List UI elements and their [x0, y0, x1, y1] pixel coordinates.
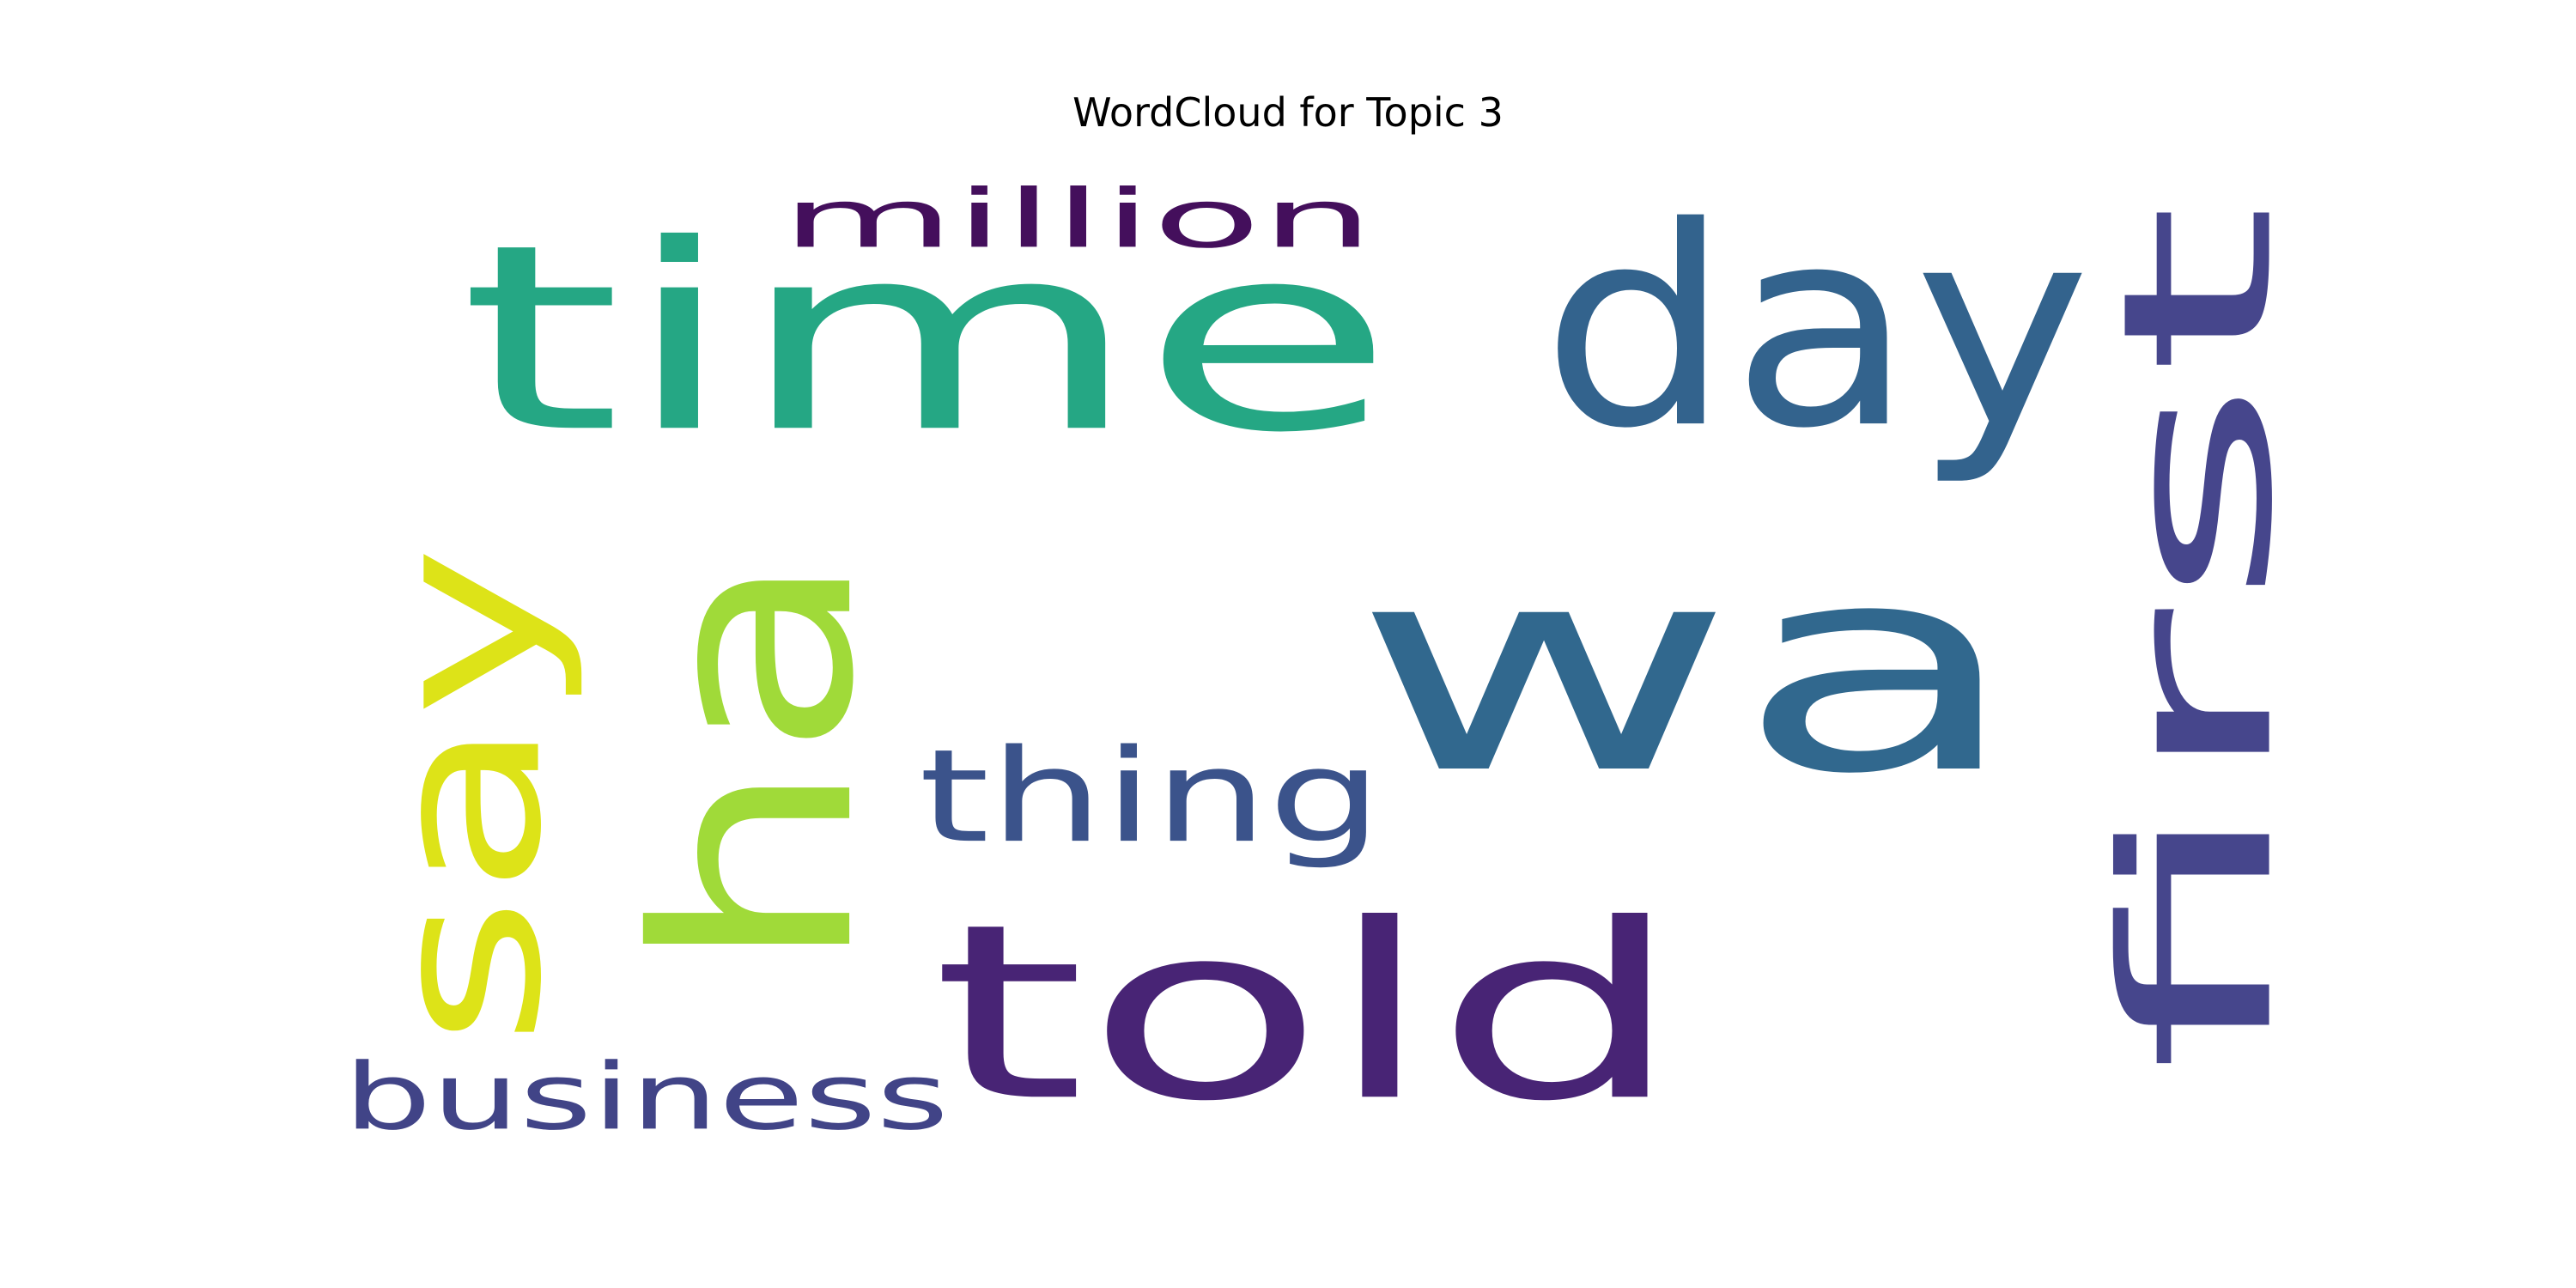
- word-day: day: [1541, 168, 2091, 489]
- word-first: first: [2079, 202, 2318, 1073]
- word-time: time: [459, 189, 1395, 489]
- word-told: told: [932, 872, 1683, 1154]
- word-ha: ha: [598, 550, 914, 975]
- word-thing: thing: [919, 721, 1382, 871]
- word-wa: wa: [1352, 503, 2022, 836]
- word-business: business: [343, 1044, 949, 1151]
- chart-title: WordCloud for Topic 3: [1072, 89, 1504, 136]
- word-million: million: [781, 172, 1374, 265]
- word-say: say: [343, 545, 587, 1048]
